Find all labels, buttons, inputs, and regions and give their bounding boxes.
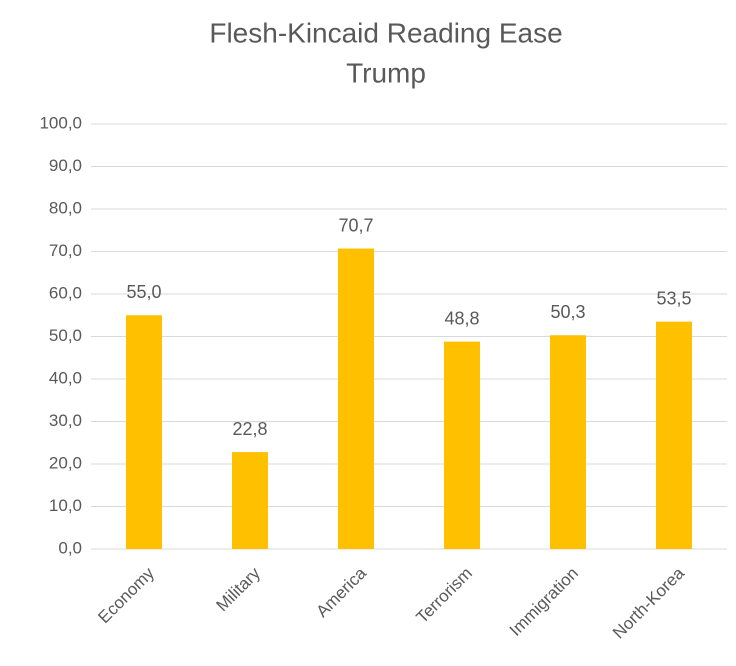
value-label: 50,3 — [550, 302, 585, 322]
bar — [550, 335, 586, 549]
chart-subtitle: Trump — [346, 57, 426, 88]
y-tick-label: 100,0 — [39, 113, 82, 132]
y-tick-label: 90,0 — [49, 156, 82, 175]
y-tick-label: 30,0 — [49, 411, 82, 430]
bar — [126, 315, 162, 549]
bar — [444, 341, 480, 549]
value-label: 53,5 — [656, 288, 691, 308]
value-label: 22,8 — [232, 419, 267, 439]
y-tick-label: 10,0 — [49, 496, 82, 515]
y-tick-label: 80,0 — [49, 198, 82, 217]
value-label: 48,8 — [444, 308, 479, 328]
y-tick-label: 60,0 — [49, 283, 82, 302]
y-tick-label: 20,0 — [49, 453, 82, 472]
value-label: 55,0 — [126, 282, 161, 302]
bar — [338, 248, 374, 549]
bar — [656, 321, 692, 549]
y-tick-label: 50,0 — [49, 326, 82, 345]
chart-title: Flesh-Kincaid Reading Ease — [209, 17, 562, 48]
y-tick-label: 70,0 — [49, 241, 82, 260]
bar — [232, 452, 268, 549]
y-tick-label: 40,0 — [49, 368, 82, 387]
y-tick-label: 0,0 — [58, 538, 82, 557]
value-label: 70,7 — [338, 215, 373, 235]
